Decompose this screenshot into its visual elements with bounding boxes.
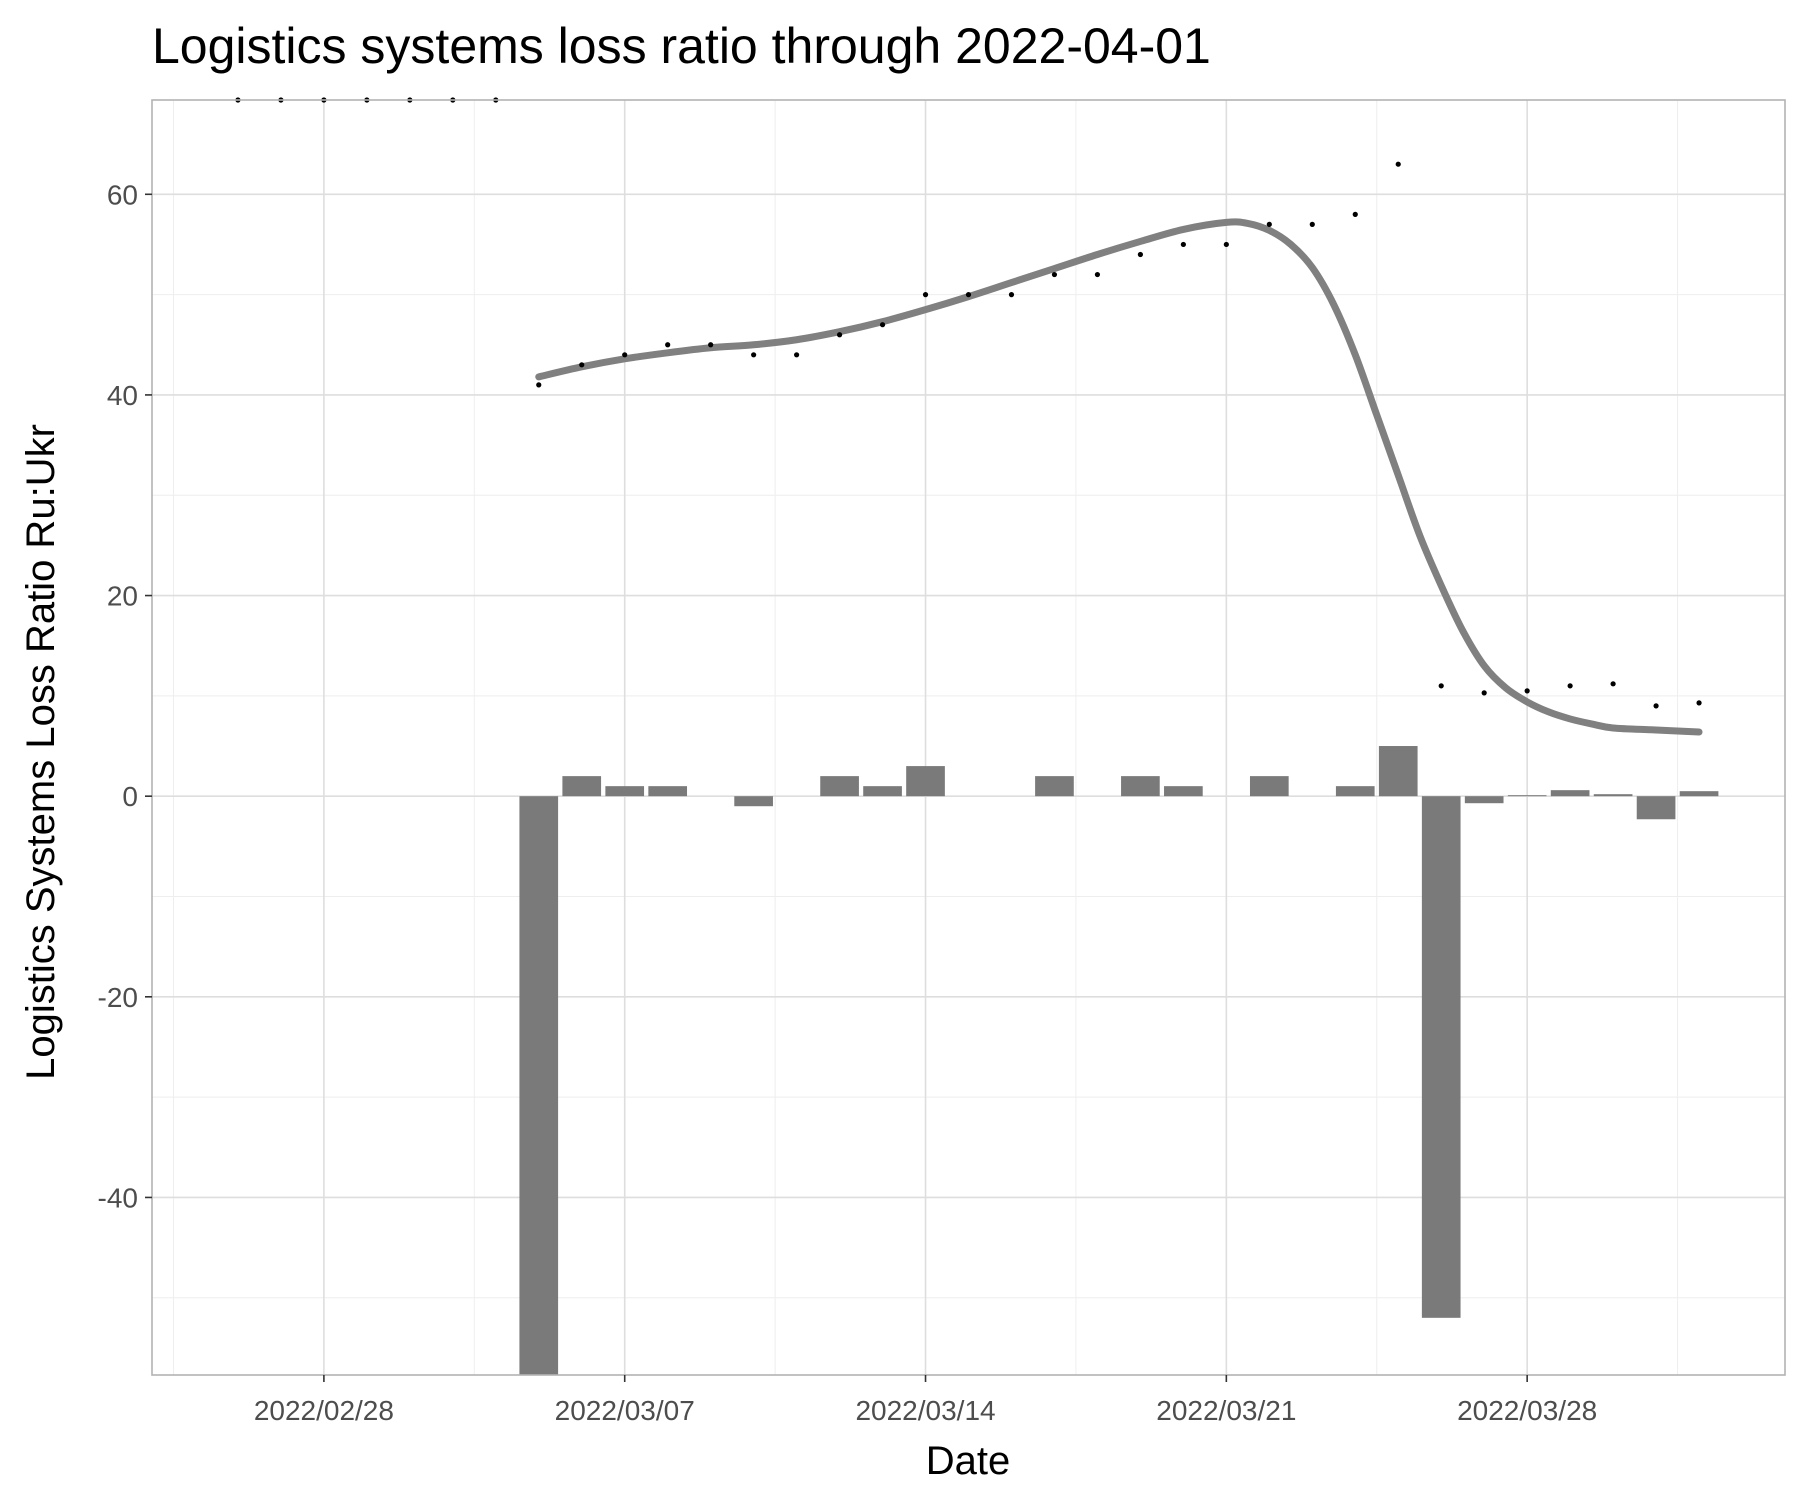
ratio-point	[922, 292, 929, 298]
change-bar	[1636, 796, 1676, 820]
y-tick-label: 20	[107, 581, 138, 612]
ratio-point	[1137, 251, 1143, 258]
x-tick-label: 2022/03/14	[855, 1395, 995, 1426]
ratio-point	[1309, 221, 1315, 227]
ratio-point	[1008, 292, 1015, 298]
ratio-point	[1352, 211, 1358, 217]
change-bar	[562, 776, 602, 797]
change-bar	[1335, 786, 1375, 797]
ratio-point	[1395, 161, 1401, 167]
ratio-point	[794, 352, 800, 358]
change-bar	[1464, 796, 1504, 804]
ratio-point	[1438, 683, 1444, 689]
y-tick-label: -20	[98, 982, 138, 1013]
x-tick-label: 2022/03/21	[1156, 1395, 1296, 1426]
change-bar	[1035, 776, 1074, 797]
ratio-point	[1567, 683, 1573, 689]
y-axis-ticks: -40 -20 0 20 40 60	[98, 179, 152, 1213]
ratio-point	[1610, 681, 1616, 687]
ratio-point	[1696, 700, 1702, 706]
change-bar	[1121, 776, 1160, 797]
ratio-points	[235, 97, 1702, 709]
change-bar	[1164, 786, 1203, 797]
grid	[152, 100, 1785, 1375]
ratio-point	[1051, 271, 1058, 278]
x-tick-label: 2022/03/07	[555, 1395, 695, 1426]
change-bar	[648, 786, 688, 797]
ratio-point	[1481, 690, 1487, 696]
ratio-point	[665, 342, 671, 348]
change-bar	[1421, 796, 1461, 1318]
change-bar	[1679, 791, 1719, 797]
ratio-point	[879, 322, 886, 328]
ratio-point	[1524, 688, 1530, 694]
daily-change-bars	[519, 746, 1719, 1375]
change-bar	[820, 776, 859, 797]
y-tick-label: -40	[98, 1182, 138, 1213]
change-bar	[605, 786, 645, 797]
ratio-point	[1266, 221, 1272, 227]
change-bar	[1593, 794, 1633, 797]
change-bar	[1507, 795, 1547, 797]
change-bar	[863, 786, 902, 797]
ratio-point	[622, 352, 628, 358]
x-axis-title: Date	[926, 1439, 1011, 1483]
chart-title: Logistics systems loss ratio through 202…	[152, 18, 1211, 74]
change-bar	[1378, 746, 1418, 797]
ratio-point	[536, 382, 542, 388]
smooth-trend	[535, 218, 1703, 736]
change-bar	[1249, 776, 1289, 797]
change-bar	[734, 796, 773, 807]
ratio-point	[708, 342, 714, 348]
y-tick-label: 0	[122, 781, 138, 812]
x-tick-label: 2022/02/28	[254, 1395, 394, 1426]
ratio-point	[579, 362, 585, 368]
plot-panel	[151, 99, 1786, 1376]
y-tick-label: 60	[107, 179, 138, 210]
x-axis-ticks: 2022/02/28 2022/03/07 2022/03/14 2022/03/21…	[254, 1375, 1597, 1426]
ratio-point	[1653, 703, 1659, 709]
y-axis-title: Logistics Systems Loss Ratio Ru:Ukr	[19, 424, 63, 1080]
ratio-point	[836, 332, 843, 338]
ratio-point	[1223, 241, 1229, 248]
change-bar	[519, 796, 559, 1375]
y-tick-label: 40	[107, 380, 138, 411]
ratio-point	[1094, 271, 1101, 278]
ratio-point	[965, 292, 972, 298]
smooth-trend-line	[535, 218, 1703, 736]
change-bar	[1550, 790, 1590, 797]
x-tick-label: 2022/03/28	[1457, 1395, 1597, 1426]
change-bar	[906, 766, 945, 797]
ratio-point	[751, 352, 757, 358]
ratio-point	[1180, 241, 1186, 248]
